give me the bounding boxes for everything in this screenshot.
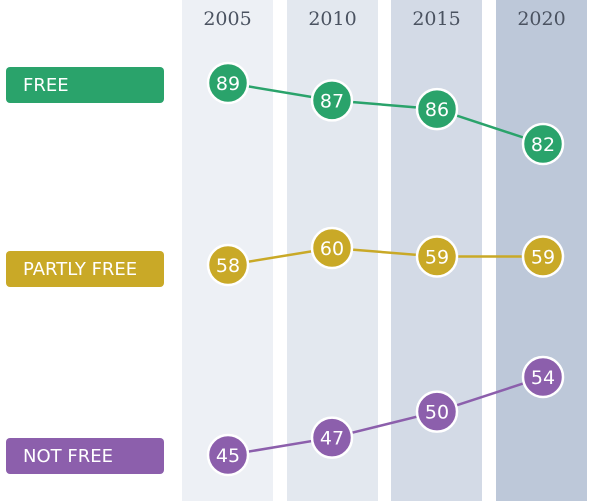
- data-label-free-2020: 82: [531, 134, 555, 156]
- data-label-partly-free-2010: 60: [320, 238, 344, 260]
- data-point-not-free-2005: [206, 433, 250, 477]
- data-point-free-2005: [206, 61, 250, 105]
- data-label-not-free-2015: 50: [425, 402, 449, 424]
- data-point-not-free-2015: [415, 390, 459, 433]
- data-point-not-free-2020: [521, 355, 565, 399]
- category-labels: FREE PARTLY FREE NOT FREE: [6, 67, 164, 474]
- data-point-free-2010: [310, 79, 354, 122]
- data-label-free-2015: 86: [425, 99, 449, 121]
- data-label-free-2005: 89: [216, 73, 240, 95]
- series-lines: [227, 81, 544, 457]
- data-label-not-free-2010: 47: [320, 428, 344, 450]
- data-point-free-2015: [415, 87, 459, 131]
- year-label-2010: 2010: [308, 8, 356, 30]
- data-point-free-2020: [521, 122, 565, 166]
- data-label-partly-free-2015: 59: [425, 247, 449, 269]
- data-label-not-free-2020: 54: [531, 367, 555, 389]
- category-tab-not-free: [6, 438, 164, 474]
- data-label-free-2010: 87: [320, 90, 344, 112]
- data-point-partly-free-2005: [206, 243, 250, 287]
- data-label-partly-free-2005: 58: [216, 255, 240, 277]
- year-label-2020: 2020: [517, 8, 565, 30]
- category-label-free: FREE: [23, 75, 69, 96]
- category-label-partly-free: PARTLY FREE: [23, 259, 137, 280]
- data-point-not-free-2010: [310, 416, 354, 459]
- data-point-partly-free-2020: [521, 235, 565, 278]
- year-label-2005: 2005: [203, 8, 251, 30]
- data-label-not-free-2005: 45: [216, 445, 240, 467]
- year-label-2015: 2015: [412, 8, 460, 30]
- series-line-free: [227, 81, 544, 146]
- series-line-not-free: [227, 375, 544, 457]
- year-axis: 2005 2010 2015 2020: [203, 8, 565, 30]
- data-point-partly-free-2015: [415, 235, 459, 278]
- data-label-partly-free-2020: 59: [531, 247, 555, 269]
- category-tab-partly-free: [6, 251, 164, 287]
- category-tab-free: [6, 67, 164, 103]
- category-label-not-free: NOT FREE: [23, 446, 113, 467]
- data-point-partly-free-2010: [310, 226, 354, 270]
- data-points: 89 87 86 82 58 60 59 59 45 47 50 54: [206, 61, 565, 477]
- series-line-partly-free: [227, 246, 543, 267]
